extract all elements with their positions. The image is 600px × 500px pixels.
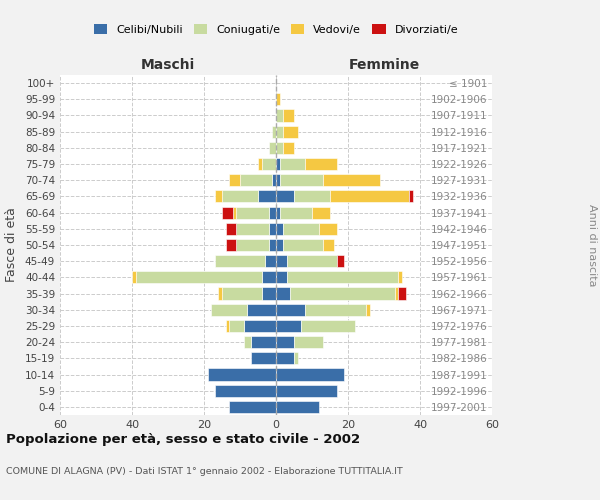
Bar bbox=[280, 174, 323, 186]
Bar bbox=[323, 239, 334, 251]
Bar bbox=[276, 304, 305, 316]
Bar bbox=[305, 304, 366, 316]
Bar bbox=[233, 206, 236, 218]
Bar bbox=[276, 110, 283, 122]
Bar bbox=[301, 320, 355, 332]
Y-axis label: Fasce di età: Fasce di età bbox=[5, 208, 18, 282]
Bar bbox=[283, 239, 323, 251]
Bar bbox=[226, 320, 229, 332]
Bar bbox=[229, 320, 244, 332]
Bar bbox=[276, 320, 301, 332]
Bar bbox=[226, 222, 236, 235]
Bar bbox=[269, 239, 276, 251]
Bar bbox=[215, 255, 265, 268]
Bar bbox=[247, 304, 276, 316]
Bar bbox=[229, 174, 240, 186]
Bar bbox=[280, 206, 312, 218]
Bar bbox=[236, 239, 269, 251]
Bar bbox=[132, 272, 136, 283]
Bar bbox=[208, 368, 276, 380]
Bar bbox=[283, 222, 319, 235]
Bar bbox=[276, 368, 344, 380]
Bar bbox=[136, 272, 262, 283]
Text: Femmine: Femmine bbox=[349, 58, 419, 72]
Bar bbox=[283, 110, 294, 122]
Bar bbox=[276, 222, 283, 235]
Bar bbox=[312, 206, 330, 218]
Text: COMUNE DI ALAGNA (PV) - Dati ISTAT 1° gennaio 2002 - Elaborazione TUTTITALIA.IT: COMUNE DI ALAGNA (PV) - Dati ISTAT 1° ge… bbox=[6, 468, 403, 476]
Bar bbox=[218, 288, 222, 300]
Bar bbox=[287, 255, 337, 268]
Bar bbox=[305, 158, 337, 170]
Bar bbox=[222, 206, 233, 218]
Bar bbox=[269, 206, 276, 218]
Bar bbox=[294, 352, 298, 364]
Bar bbox=[319, 222, 337, 235]
Bar bbox=[323, 174, 380, 186]
Bar bbox=[287, 272, 398, 283]
Bar bbox=[398, 288, 406, 300]
Bar bbox=[272, 174, 276, 186]
Bar bbox=[276, 142, 283, 154]
Text: Maschi: Maschi bbox=[141, 58, 195, 72]
Bar bbox=[244, 336, 251, 348]
Bar bbox=[283, 142, 294, 154]
Bar bbox=[276, 93, 280, 106]
Bar bbox=[226, 239, 236, 251]
Bar bbox=[409, 190, 413, 202]
Bar bbox=[211, 304, 247, 316]
Bar bbox=[337, 255, 344, 268]
Bar bbox=[395, 288, 398, 300]
Bar bbox=[294, 190, 330, 202]
Bar bbox=[269, 142, 276, 154]
Bar bbox=[276, 206, 280, 218]
Bar bbox=[276, 255, 287, 268]
Text: Popolazione per età, sesso e stato civile - 2002: Popolazione per età, sesso e stato civil… bbox=[6, 432, 360, 446]
Bar bbox=[294, 336, 323, 348]
Bar bbox=[276, 190, 294, 202]
Bar bbox=[251, 352, 276, 364]
Bar bbox=[398, 272, 402, 283]
Bar bbox=[262, 288, 276, 300]
Bar bbox=[222, 190, 258, 202]
Bar bbox=[276, 384, 337, 397]
Bar bbox=[330, 190, 409, 202]
Bar bbox=[276, 401, 319, 413]
Bar bbox=[215, 384, 276, 397]
Bar bbox=[269, 222, 276, 235]
Bar bbox=[276, 158, 280, 170]
Bar bbox=[251, 336, 276, 348]
Bar bbox=[236, 222, 269, 235]
Bar bbox=[276, 126, 283, 138]
Bar bbox=[240, 174, 272, 186]
Bar bbox=[222, 288, 262, 300]
Bar bbox=[276, 288, 290, 300]
Bar bbox=[262, 158, 276, 170]
Bar bbox=[366, 304, 370, 316]
Bar bbox=[276, 352, 294, 364]
Bar bbox=[258, 190, 276, 202]
Bar bbox=[272, 126, 276, 138]
Bar bbox=[265, 255, 276, 268]
Bar bbox=[276, 336, 294, 348]
Bar bbox=[290, 288, 395, 300]
Bar bbox=[244, 320, 276, 332]
Bar bbox=[276, 174, 280, 186]
Legend: Celibi/Nubili, Coniugati/e, Vedovi/e, Divorziati/e: Celibi/Nubili, Coniugati/e, Vedovi/e, Di… bbox=[89, 20, 463, 39]
Bar bbox=[276, 239, 283, 251]
Bar bbox=[283, 126, 298, 138]
Bar bbox=[280, 158, 305, 170]
Bar bbox=[258, 158, 262, 170]
Bar bbox=[276, 272, 287, 283]
Bar bbox=[229, 401, 276, 413]
Text: Anni di nascita: Anni di nascita bbox=[587, 204, 597, 286]
Bar bbox=[215, 190, 222, 202]
Bar bbox=[236, 206, 269, 218]
Bar bbox=[262, 272, 276, 283]
